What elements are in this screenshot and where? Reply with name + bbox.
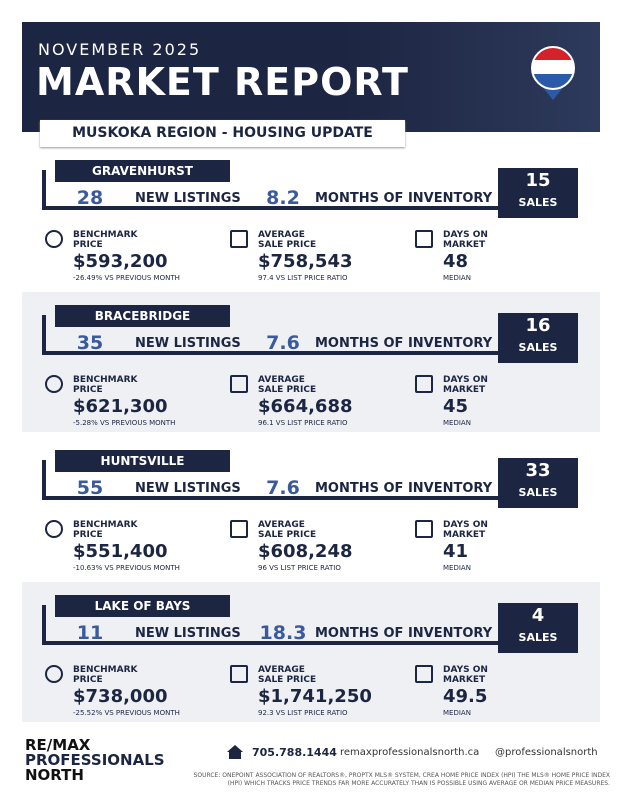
months-label: MONTHS OF INVENTORY <box>315 191 493 206</box>
benchmark-note: -5.28% VS PREVIOUS MONTH <box>73 419 176 427</box>
stat-icon <box>45 375 63 393</box>
report-date: NOVEMBER 2025 <box>38 40 202 59</box>
days-note: MEDIAN <box>443 274 471 282</box>
benchmark-note: -26.49% VS PREVIOUS MONTH <box>73 274 180 282</box>
bracket <box>42 170 504 210</box>
new-listings-label: NEW LISTINGS <box>135 336 241 351</box>
average-note: 96.1 VS LIST PRICE RATIO <box>258 419 348 427</box>
days-label: DAYS ON MARKET <box>443 375 488 395</box>
bracket <box>42 315 504 355</box>
sales-value: 4 <box>531 605 545 626</box>
days-value: 49.5 <box>443 686 488 707</box>
stat-icon <box>45 520 63 538</box>
days-label: DAYS ON MARKET <box>443 520 488 540</box>
area-name: LAKE OF BAYS <box>55 595 230 617</box>
website: remaxprofessionalsnorth.ca <box>340 747 480 758</box>
average-note: 97.4 VS LIST PRICE RATIO <box>258 274 348 282</box>
social: @professionalsnorth <box>495 747 598 758</box>
stat-icon <box>415 230 433 248</box>
months-value: 8.2 <box>266 187 300 209</box>
average-value: $758,543 <box>258 251 353 272</box>
average-label: AVERAGE SALE PRICE <box>258 230 317 250</box>
brand-line: PROFESSIONALS <box>25 751 165 769</box>
balloon-logo <box>531 46 575 100</box>
stat-icon <box>415 375 433 393</box>
average-note: 96 VS LIST PRICE RATIO <box>258 564 341 572</box>
benchmark-value: $738,000 <box>73 686 168 707</box>
new-listings-value: 55 <box>76 477 104 499</box>
report-subtitle: MUSKOKA REGION - HOUSING UPDATE <box>40 120 405 147</box>
stat-icon <box>415 520 433 538</box>
sales-label: SALES <box>518 196 558 209</box>
average-value: $608,248 <box>258 541 353 562</box>
benchmark-label: BENCHMARK PRICE <box>73 665 138 685</box>
header-banner <box>22 22 600 132</box>
days-value: 41 <box>443 541 469 562</box>
home-icon <box>227 745 243 759</box>
benchmark-value: $551,400 <box>73 541 168 562</box>
average-note: 92.3 VS LIST PRICE RATIO <box>258 709 348 717</box>
benchmark-note: -25.52% VS PREVIOUS MONTH <box>73 709 180 717</box>
sales-label: SALES <box>518 341 558 354</box>
average-value: $1,741,250 <box>258 686 372 707</box>
average-value: $664,688 <box>258 396 353 417</box>
stat-icon <box>230 230 248 248</box>
benchmark-label: BENCHMARK PRICE <box>73 375 138 395</box>
brand: RE/MAX <box>25 736 91 754</box>
stat-icon <box>45 665 63 683</box>
new-listings-value: 35 <box>76 332 104 354</box>
months-value: 7.6 <box>266 477 300 499</box>
brand-line: NORTH <box>25 766 84 784</box>
sales-value: 15 <box>525 170 551 191</box>
days-note: MEDIAN <box>443 709 471 717</box>
sales-box <box>498 313 578 363</box>
stat-icon <box>45 230 63 248</box>
months-value: 18.3 <box>259 622 307 644</box>
sales-value: 33 <box>525 460 551 481</box>
new-listings-label: NEW LISTINGS <box>135 481 241 496</box>
report-title: MARKET REPORT <box>36 60 409 104</box>
months-label: MONTHS OF INVENTORY <box>315 481 493 496</box>
sales-box <box>498 458 578 508</box>
new-listings-label: NEW LISTINGS <box>135 191 241 206</box>
stat-icon <box>230 665 248 683</box>
benchmark-label: BENCHMARK PRICE <box>73 520 138 540</box>
months-value: 7.6 <box>266 332 300 354</box>
phone: 705.788.1444 <box>252 746 337 759</box>
brand-logo: RE/MAX PROFESSIONALS NORTH <box>25 738 165 783</box>
stat-icon <box>230 520 248 538</box>
months-label: MONTHS OF INVENTORY <box>315 336 493 351</box>
sales-box <box>498 603 578 653</box>
stat-icon <box>415 665 433 683</box>
days-note: MEDIAN <box>443 564 471 572</box>
months-label: MONTHS OF INVENTORY <box>315 626 493 641</box>
bracket <box>42 460 504 500</box>
area-name: BRACEBRIDGE <box>55 305 230 327</box>
sales-box <box>498 168 578 218</box>
days-value: 48 <box>443 251 469 272</box>
benchmark-note: -10.63% VS PREVIOUS MONTH <box>73 564 180 572</box>
benchmark-value: $621,300 <box>73 396 168 417</box>
stat-icon <box>230 375 248 393</box>
average-label: AVERAGE SALE PRICE <box>258 375 317 395</box>
days-label: DAYS ON MARKET <box>443 230 488 250</box>
days-value: 45 <box>443 396 469 417</box>
benchmark-value: $593,200 <box>73 251 168 272</box>
average-label: AVERAGE SALE PRICE <box>258 520 317 540</box>
new-listings-value: 28 <box>76 187 104 209</box>
days-label: DAYS ON MARKET <box>443 665 488 685</box>
sales-label: SALES <box>518 486 558 499</box>
sales-value: 16 <box>525 315 551 336</box>
new-listings-value: 11 <box>76 622 104 644</box>
benchmark-label: BENCHMARK PRICE <box>73 230 138 250</box>
bracket <box>42 605 504 645</box>
days-note: MEDIAN <box>443 419 471 427</box>
source-note: SOURCE: ONEPOINT ASSOCIATION OF REALTORS… <box>193 772 610 787</box>
average-label: AVERAGE SALE PRICE <box>258 665 317 685</box>
new-listings-label: NEW LISTINGS <box>135 626 241 641</box>
area-name: GRAVENHURST <box>55 160 230 182</box>
sales-label: SALES <box>518 631 558 644</box>
area-name: HUNTSVILLE <box>55 450 230 472</box>
